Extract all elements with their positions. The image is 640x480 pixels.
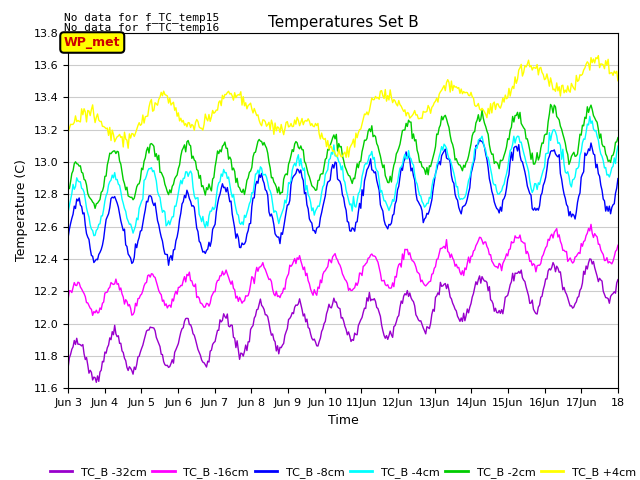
TC_B -32cm xyxy=(593,273,601,279)
TC_B -2cm xyxy=(92,205,99,211)
TC_B -2cm xyxy=(608,153,616,159)
TC_B -8cm xyxy=(125,253,133,259)
TC_B -2cm xyxy=(375,149,383,155)
TC_B -8cm xyxy=(164,263,172,268)
TC_B -2cm xyxy=(127,194,134,200)
TC_B +4cm xyxy=(156,94,164,100)
TC_B -2cm xyxy=(593,120,601,125)
TC_B -16cm xyxy=(375,265,383,271)
TC_B -16cm xyxy=(587,221,595,227)
TC_B -8cm xyxy=(593,161,601,167)
X-axis label: Time: Time xyxy=(328,414,358,427)
TC_B +4cm xyxy=(592,55,600,60)
TC_B +4cm xyxy=(64,130,72,135)
TC_B -32cm xyxy=(64,364,72,370)
TC_B -8cm xyxy=(463,196,471,202)
TC_B -2cm xyxy=(157,169,165,175)
Line: TC_B +4cm: TC_B +4cm xyxy=(68,56,618,157)
TC_B -4cm xyxy=(593,133,601,139)
TC_B +4cm xyxy=(614,78,622,84)
TC_B -32cm xyxy=(463,306,471,312)
TC_B -32cm xyxy=(127,365,134,371)
TC_B -4cm xyxy=(614,143,622,149)
TC_B +4cm xyxy=(342,155,350,160)
TC_B -4cm xyxy=(375,178,383,183)
Line: TC_B -16cm: TC_B -16cm xyxy=(68,224,618,315)
TC_B -4cm xyxy=(608,165,616,171)
Line: TC_B -8cm: TC_B -8cm xyxy=(68,139,618,265)
TC_B +4cm xyxy=(125,131,133,137)
TC_B -16cm xyxy=(463,261,471,266)
Text: WP_met: WP_met xyxy=(64,36,120,49)
TC_B -4cm xyxy=(90,233,98,239)
Line: TC_B -32cm: TC_B -32cm xyxy=(68,259,618,383)
TC_B -32cm xyxy=(586,256,594,262)
TC_B -32cm xyxy=(608,292,616,298)
TC_B -8cm xyxy=(156,228,164,234)
TC_B -16cm xyxy=(593,234,601,240)
TC_B +4cm xyxy=(608,70,616,75)
TC_B -16cm xyxy=(64,296,72,302)
TC_B -4cm xyxy=(157,203,165,209)
TC_B -2cm xyxy=(463,158,471,164)
Line: TC_B -4cm: TC_B -4cm xyxy=(68,116,618,236)
TC_B -16cm xyxy=(127,305,134,311)
Line: TC_B -2cm: TC_B -2cm xyxy=(68,105,618,208)
TC_B +4cm xyxy=(595,53,602,59)
TC_B -32cm xyxy=(375,310,383,315)
TC_B -4cm xyxy=(127,221,134,227)
TC_B -16cm xyxy=(614,242,622,248)
TC_B -4cm xyxy=(463,184,471,190)
Text: No data for f_TC_temp16: No data for f_TC_temp16 xyxy=(64,22,220,33)
Y-axis label: Temperature (C): Temperature (C) xyxy=(15,159,28,262)
TC_B -2cm xyxy=(64,185,72,191)
Legend: TC_B -32cm, TC_B -16cm, TC_B -8cm, TC_B -4cm, TC_B -2cm, TC_B +4cm: TC_B -32cm, TC_B -16cm, TC_B -8cm, TC_B … xyxy=(45,463,640,480)
TC_B -16cm xyxy=(157,292,165,298)
TC_B -16cm xyxy=(89,312,97,318)
TC_B -8cm xyxy=(476,136,483,142)
TC_B -8cm xyxy=(614,176,622,181)
TC_B -2cm xyxy=(547,102,554,108)
Title: Temperatures Set B: Temperatures Set B xyxy=(268,15,419,30)
TC_B -32cm xyxy=(614,277,622,283)
TC_B +4cm xyxy=(375,96,383,102)
TC_B -8cm xyxy=(375,188,383,193)
TC_B -8cm xyxy=(608,204,616,210)
TC_B -32cm xyxy=(157,351,165,357)
TC_B -4cm xyxy=(64,209,72,215)
Text: No data for f_TC_temp15: No data for f_TC_temp15 xyxy=(64,12,220,23)
TC_B -2cm xyxy=(614,135,622,141)
TC_B -16cm xyxy=(608,261,616,267)
TC_B +4cm xyxy=(463,90,471,96)
TC_B -32cm xyxy=(92,380,100,385)
TC_B -8cm xyxy=(64,234,72,240)
TC_B -4cm xyxy=(586,113,594,119)
